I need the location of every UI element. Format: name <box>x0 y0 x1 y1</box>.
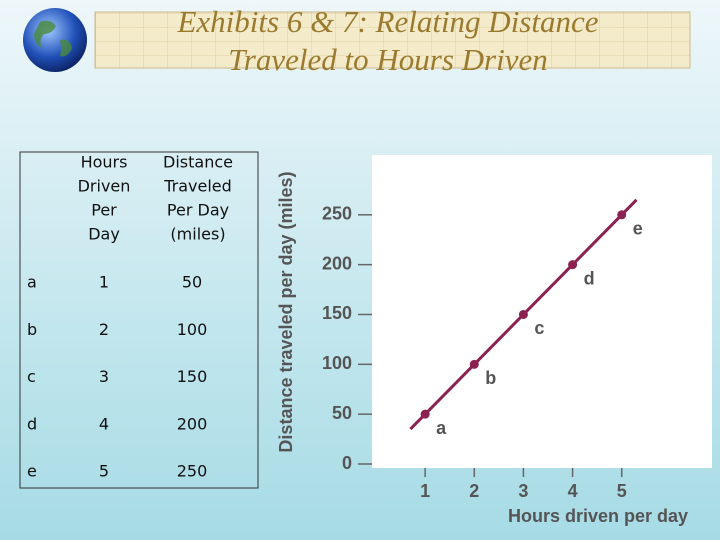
table-cell: 5 <box>99 462 109 481</box>
table-header: Traveled <box>163 177 232 196</box>
x-tick-label: 5 <box>617 481 627 501</box>
x-tick-label: 3 <box>518 481 528 501</box>
data-point <box>518 309 528 319</box>
table-cell: 1 <box>99 273 109 292</box>
point-label: d <box>584 268 595 288</box>
table-cell: 200 <box>177 414 208 433</box>
data-point <box>469 359 479 369</box>
table-cell: 2 <box>99 320 109 339</box>
table-cell: 150 <box>177 367 208 386</box>
y-tick-label: 150 <box>322 303 352 323</box>
row-label: b <box>27 320 37 339</box>
table-cell: 4 <box>99 414 109 433</box>
table-border <box>19 151 259 489</box>
data-point <box>568 260 578 270</box>
data-point <box>420 409 430 419</box>
data-point <box>617 210 627 220</box>
title-line: Exhibits 6 & 7: Relating Distance <box>176 4 598 39</box>
globe <box>23 8 87 72</box>
point-label: b <box>485 368 496 388</box>
table-header: Distance <box>163 153 233 172</box>
point-label: e <box>633 219 643 239</box>
x-tick-label: 1 <box>420 481 430 501</box>
x-tick-label: 4 <box>568 481 578 501</box>
table-header: Day <box>88 225 120 244</box>
table-cell: 50 <box>182 273 202 292</box>
table-header: Hours <box>81 153 128 172</box>
table-cell: 250 <box>177 462 208 481</box>
y-tick-label: 50 <box>332 403 352 423</box>
title-line: Traveled to Hours Driven <box>228 42 547 77</box>
y-axis-label: Distance traveled per day (miles) <box>276 171 296 452</box>
table-cell: 100 <box>177 320 208 339</box>
point-label: a <box>436 418 447 438</box>
row-label: d <box>27 414 37 433</box>
table-header: Per Day <box>167 201 229 220</box>
y-tick-label: 100 <box>322 353 352 373</box>
table-header: Per <box>91 201 117 220</box>
x-axis-label: Hours driven per day <box>508 506 688 526</box>
table-header: Driven <box>78 177 131 196</box>
y-tick-label: 200 <box>322 253 352 273</box>
row-label: e <box>27 462 37 481</box>
table-header: (miles) <box>170 225 225 244</box>
y-tick-label: 250 <box>322 204 352 224</box>
point-label: c <box>534 318 544 338</box>
y-tick-label: 0 <box>342 453 352 473</box>
x-tick-label: 2 <box>469 481 479 501</box>
plot-area <box>372 155 712 468</box>
globe-land <box>34 20 72 57</box>
row-label: a <box>27 273 37 292</box>
row-label: c <box>27 367 36 386</box>
title-banner <box>94 11 691 69</box>
table-cell: 3 <box>99 367 109 386</box>
